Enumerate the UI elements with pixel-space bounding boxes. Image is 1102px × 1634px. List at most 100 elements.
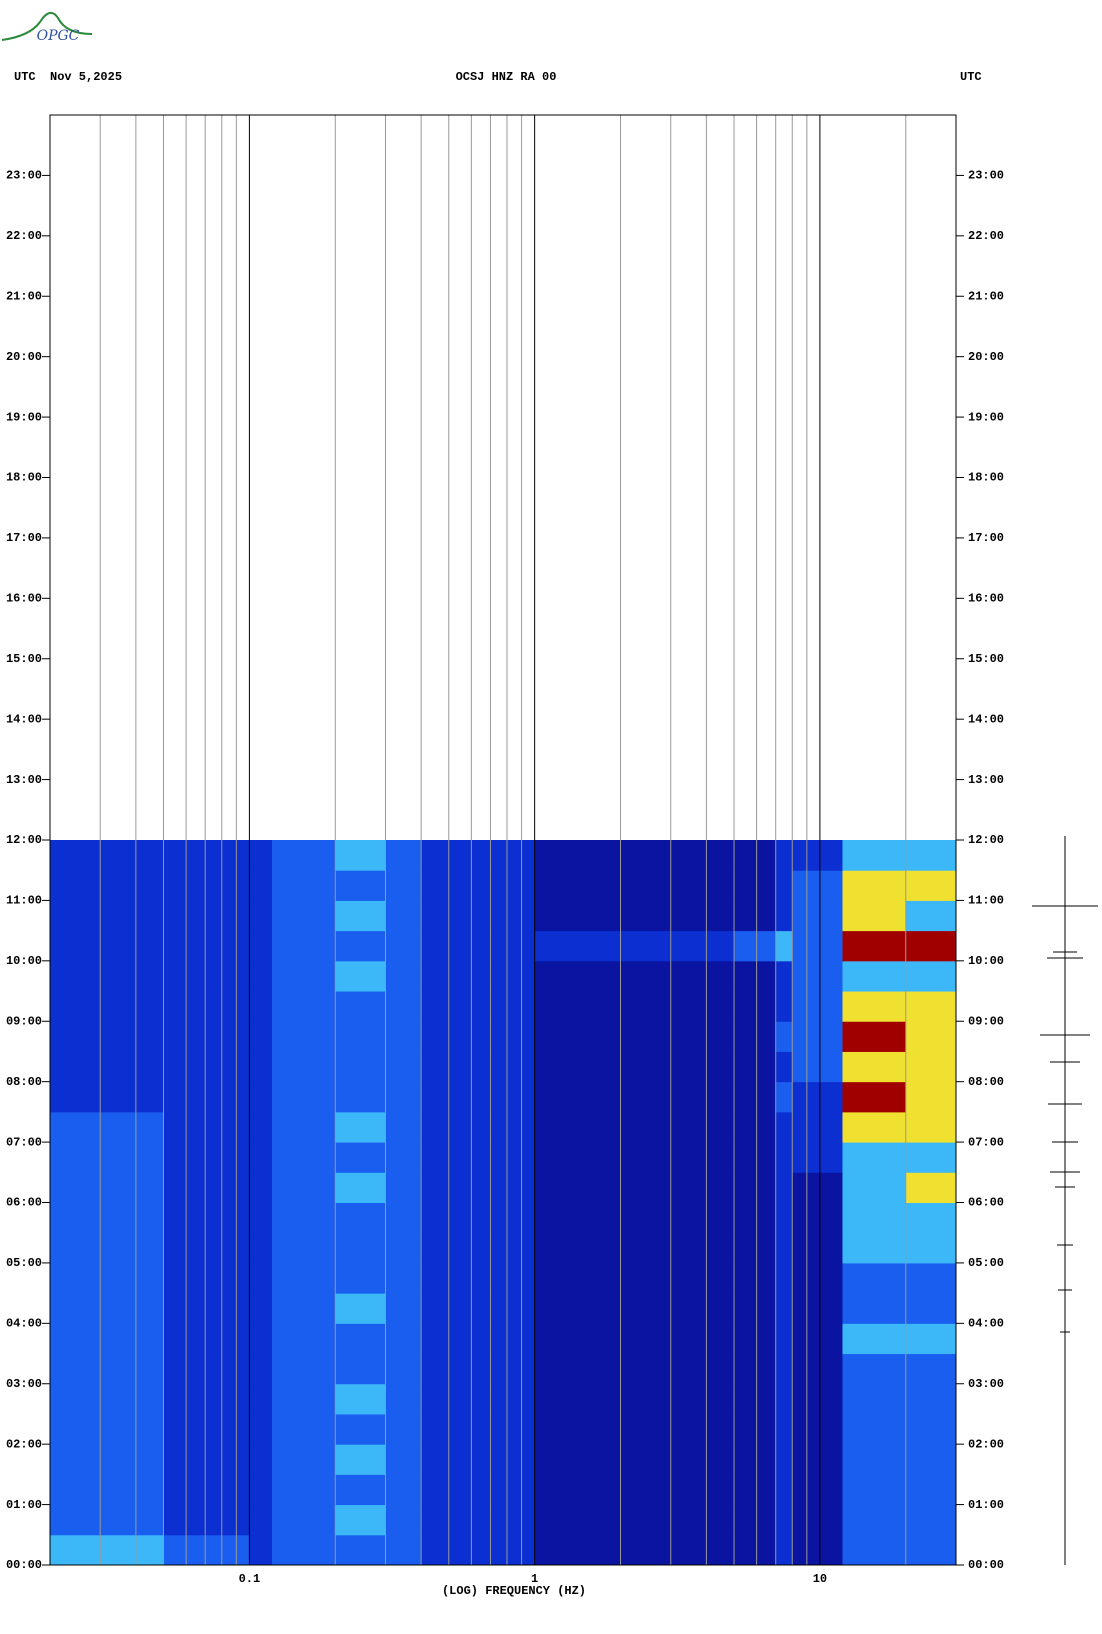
heat-cell xyxy=(534,960,735,992)
y-tick-label-right: 21:00 xyxy=(968,289,1004,303)
logo-swoosh xyxy=(1,11,93,41)
heat-cell xyxy=(50,1353,165,1385)
heat-cell xyxy=(249,960,273,992)
heat-cell xyxy=(421,1232,536,1264)
heat-cell xyxy=(792,1534,843,1566)
heat-cell xyxy=(905,1081,957,1113)
heat-cell xyxy=(734,1413,777,1445)
heat-cell xyxy=(421,1534,536,1566)
y-tick-label: 19:00 xyxy=(6,410,42,424)
heat-cell xyxy=(163,1323,250,1355)
heat-cell xyxy=(792,1383,843,1415)
heat-cell xyxy=(534,1293,735,1324)
y-tick-label-right: 10:00 xyxy=(968,954,1004,968)
heat-cell xyxy=(385,1142,422,1173)
heat-cell xyxy=(905,1232,957,1264)
y-tick-label: 16:00 xyxy=(6,592,42,606)
heat-cell xyxy=(50,840,165,871)
heat-cell xyxy=(249,1142,273,1173)
heat-cell xyxy=(842,1383,907,1415)
heat-cell xyxy=(421,1111,536,1143)
heat-cell xyxy=(163,1534,250,1566)
heat-cell xyxy=(734,1021,777,1052)
y-tick-label: 10:00 xyxy=(6,954,42,968)
heat-cell xyxy=(534,1232,735,1264)
chart-title: OCSJ HNZ RA 00 xyxy=(456,70,557,84)
heat-cell xyxy=(50,1474,165,1506)
y-tick-label-right: 01:00 xyxy=(968,1498,1004,1512)
heat-cell xyxy=(775,1232,793,1264)
heat-cell xyxy=(50,960,165,992)
heat-cell xyxy=(50,1413,165,1445)
heat-cell xyxy=(842,1413,907,1445)
heat-cell xyxy=(50,1172,165,1203)
heat-cell xyxy=(50,1444,165,1475)
heat-cell xyxy=(335,840,386,871)
heat-cell xyxy=(249,900,273,932)
heat-cell xyxy=(775,870,793,901)
heat-cell xyxy=(775,960,793,992)
heat-cell xyxy=(163,1413,250,1445)
seismogram xyxy=(1032,836,1098,1565)
heat-cell xyxy=(271,1293,336,1324)
heat-cell xyxy=(775,1051,793,1083)
heat-cell xyxy=(905,1353,957,1385)
heat-cell xyxy=(249,1262,273,1294)
heat-cell xyxy=(385,1413,422,1445)
heat-cell xyxy=(163,1262,250,1294)
heat-cell xyxy=(775,900,793,932)
heat-cell xyxy=(421,900,536,932)
heat-cell xyxy=(335,1293,386,1324)
heat-cell xyxy=(842,1293,907,1324)
heat-cell xyxy=(50,870,165,901)
heat-cell xyxy=(792,991,843,1022)
heat-cell xyxy=(792,960,843,992)
heat-cell xyxy=(163,930,250,962)
heat-cell xyxy=(163,1232,250,1264)
heat-cell xyxy=(734,960,777,992)
heat-cell xyxy=(163,1293,250,1324)
heat-cell xyxy=(842,1172,907,1203)
heat-cell xyxy=(421,840,536,871)
x-tick-label: 0.1 xyxy=(239,1572,261,1586)
y-tick-label: 17:00 xyxy=(6,531,42,545)
heat-cell xyxy=(775,1021,793,1052)
heat-cell xyxy=(775,1081,793,1113)
heat-cell xyxy=(775,1142,793,1173)
y-tick-label: 11:00 xyxy=(6,894,42,908)
heat-cell xyxy=(842,991,907,1022)
heat-cell xyxy=(271,1202,336,1234)
heat-cell xyxy=(792,1142,843,1173)
heat-cell xyxy=(775,1202,793,1234)
heat-cell xyxy=(271,1081,336,1113)
heat-cell xyxy=(271,1353,336,1385)
y-tick-label-right: 09:00 xyxy=(968,1014,1004,1028)
heat-cell xyxy=(50,1323,165,1355)
heat-cell xyxy=(271,991,336,1022)
heat-cell xyxy=(249,1172,273,1203)
heat-cell xyxy=(271,1051,336,1083)
y-tick-label: 06:00 xyxy=(6,1196,42,1210)
heat-cell xyxy=(335,1474,386,1506)
heat-cell xyxy=(775,840,793,871)
heat-cell xyxy=(792,1232,843,1264)
heat-cell xyxy=(271,1323,336,1355)
heat-cell xyxy=(792,1444,843,1475)
heat-cell xyxy=(249,930,273,962)
heat-cell xyxy=(335,1353,386,1385)
heat-cell xyxy=(385,1202,422,1234)
y-tick-label-right: 14:00 xyxy=(968,712,1004,726)
heat-cell xyxy=(421,1142,536,1173)
heat-cell xyxy=(385,900,422,932)
heat-cell xyxy=(792,930,843,962)
y-tick-label: 13:00 xyxy=(6,773,42,787)
heat-cell xyxy=(734,1353,777,1385)
y-tick-label: 01:00 xyxy=(6,1498,42,1512)
heat-cell xyxy=(534,1111,735,1143)
heat-cell xyxy=(905,1504,957,1536)
heat-cell xyxy=(335,900,386,932)
heat-cell xyxy=(734,1474,777,1506)
heat-cell xyxy=(50,1534,165,1566)
heat-cell xyxy=(905,960,957,992)
heat-cell xyxy=(734,930,777,962)
